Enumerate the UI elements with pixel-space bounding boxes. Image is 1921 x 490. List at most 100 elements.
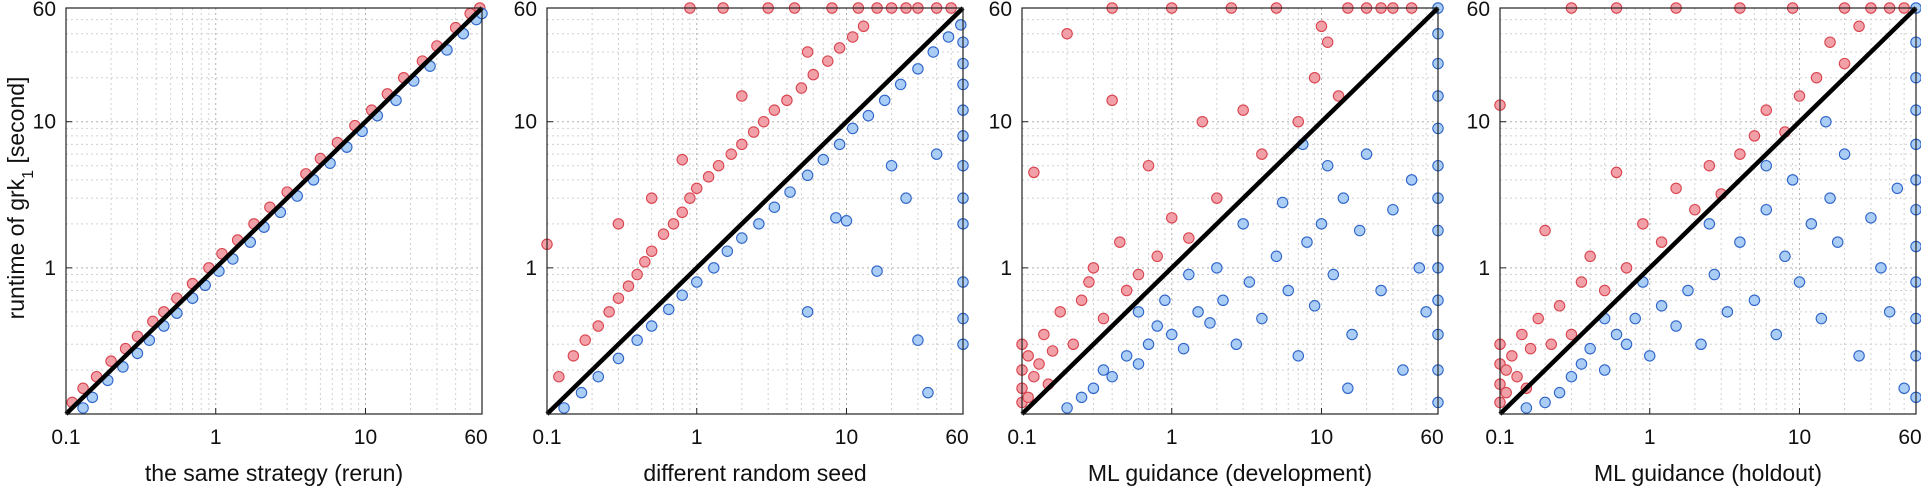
data-point [1360,148,1373,160]
data-point [1061,402,1073,414]
data-point [667,218,680,230]
data-point [592,370,605,383]
data-point [822,55,834,67]
data-point [1132,306,1145,318]
data-point [1865,212,1877,224]
data-point [833,138,846,151]
data-point [1315,218,1328,230]
data-point [1883,306,1896,318]
data-point [1054,306,1066,318]
x-tick-label: 10 [835,426,858,449]
data-point [757,115,770,128]
data-point [1703,218,1716,230]
data-point [1670,182,1682,195]
data-point [1637,218,1649,230]
x-axis-label: the same strategy (rerun) [145,460,403,486]
y-tick-label: 10 [514,111,537,134]
data-point [676,289,688,301]
data-point [1824,192,1836,204]
reference-line [1020,6,1440,416]
data-point [1598,284,1611,297]
data-point [712,159,725,172]
data-point [1097,312,1110,325]
x-tick-label: 1 [210,426,222,449]
data-point [930,148,943,160]
data-point [592,320,605,332]
data-point [1670,320,1682,332]
data-point [736,232,748,244]
data-point [1237,104,1249,116]
data-point [1553,300,1566,312]
data-point [1315,20,1328,33]
data-point [1610,328,1623,341]
data-point [645,245,658,257]
data-point [1420,306,1432,318]
x-tick-label: 1 [691,426,703,449]
x-tick-label: 0.1 [532,426,561,449]
data-point [1028,370,1040,383]
data-point [1337,192,1350,204]
data-point [871,265,883,277]
series-blue [1520,2,1921,414]
data-point [1217,294,1229,307]
data-point [747,126,760,138]
data-point [1033,358,1045,370]
y-axis-label: runtime of grk1 [second] [3,77,37,320]
data-point [1075,391,1088,404]
data-point [955,19,967,31]
data-point [795,82,808,94]
data-point [1132,358,1145,370]
data-point [922,386,934,399]
data-point [1204,317,1216,329]
data-point [1308,71,1321,84]
data-point [736,138,748,151]
data-point [894,78,907,91]
data-point [801,169,814,182]
data-point [1292,350,1305,362]
data-point [612,218,625,230]
data-point [1721,306,1734,318]
data-point [1243,276,1256,288]
series-blue [558,19,969,414]
x-axis-label: ML guidance (holdout) [1594,460,1822,486]
x-tick-label: 0.1 [1007,426,1036,449]
y-tick-label: 60 [1467,0,1490,21]
data-point [553,370,565,383]
data-point [912,63,924,75]
data-point [567,350,580,362]
data-point [1256,148,1268,160]
data-point [1875,262,1887,274]
data-point [912,334,924,346]
data-point [1620,338,1633,351]
plot-frame [1499,7,1917,415]
data-point [736,90,748,102]
y-tick-label: 10 [1467,111,1490,134]
data-point [1142,338,1155,351]
data-point [1708,268,1721,281]
data-point [900,192,912,204]
y-axis-label-main: runtime of grk [3,178,29,319]
data-point [1046,345,1059,357]
data-point [1159,294,1171,307]
data-point [1397,364,1409,376]
data-point [1770,328,1783,341]
reference-line [1498,6,1918,416]
x-tick-label: 0.1 [51,426,80,449]
series-red [1494,2,1910,409]
data-point [1165,212,1178,224]
data-point [1028,166,1040,179]
data-point [1022,350,1034,362]
data-point [1308,300,1321,312]
data-point [676,153,688,166]
data-point [1292,115,1305,128]
data-point [1151,250,1163,263]
data-point [1405,174,1418,186]
data-point [1853,20,1865,33]
y-tick-label: 1 [1478,257,1490,280]
x-axis-label: different random seed [643,460,866,486]
data-point [846,122,859,135]
data-point [1695,338,1707,351]
data-point [1061,27,1073,40]
